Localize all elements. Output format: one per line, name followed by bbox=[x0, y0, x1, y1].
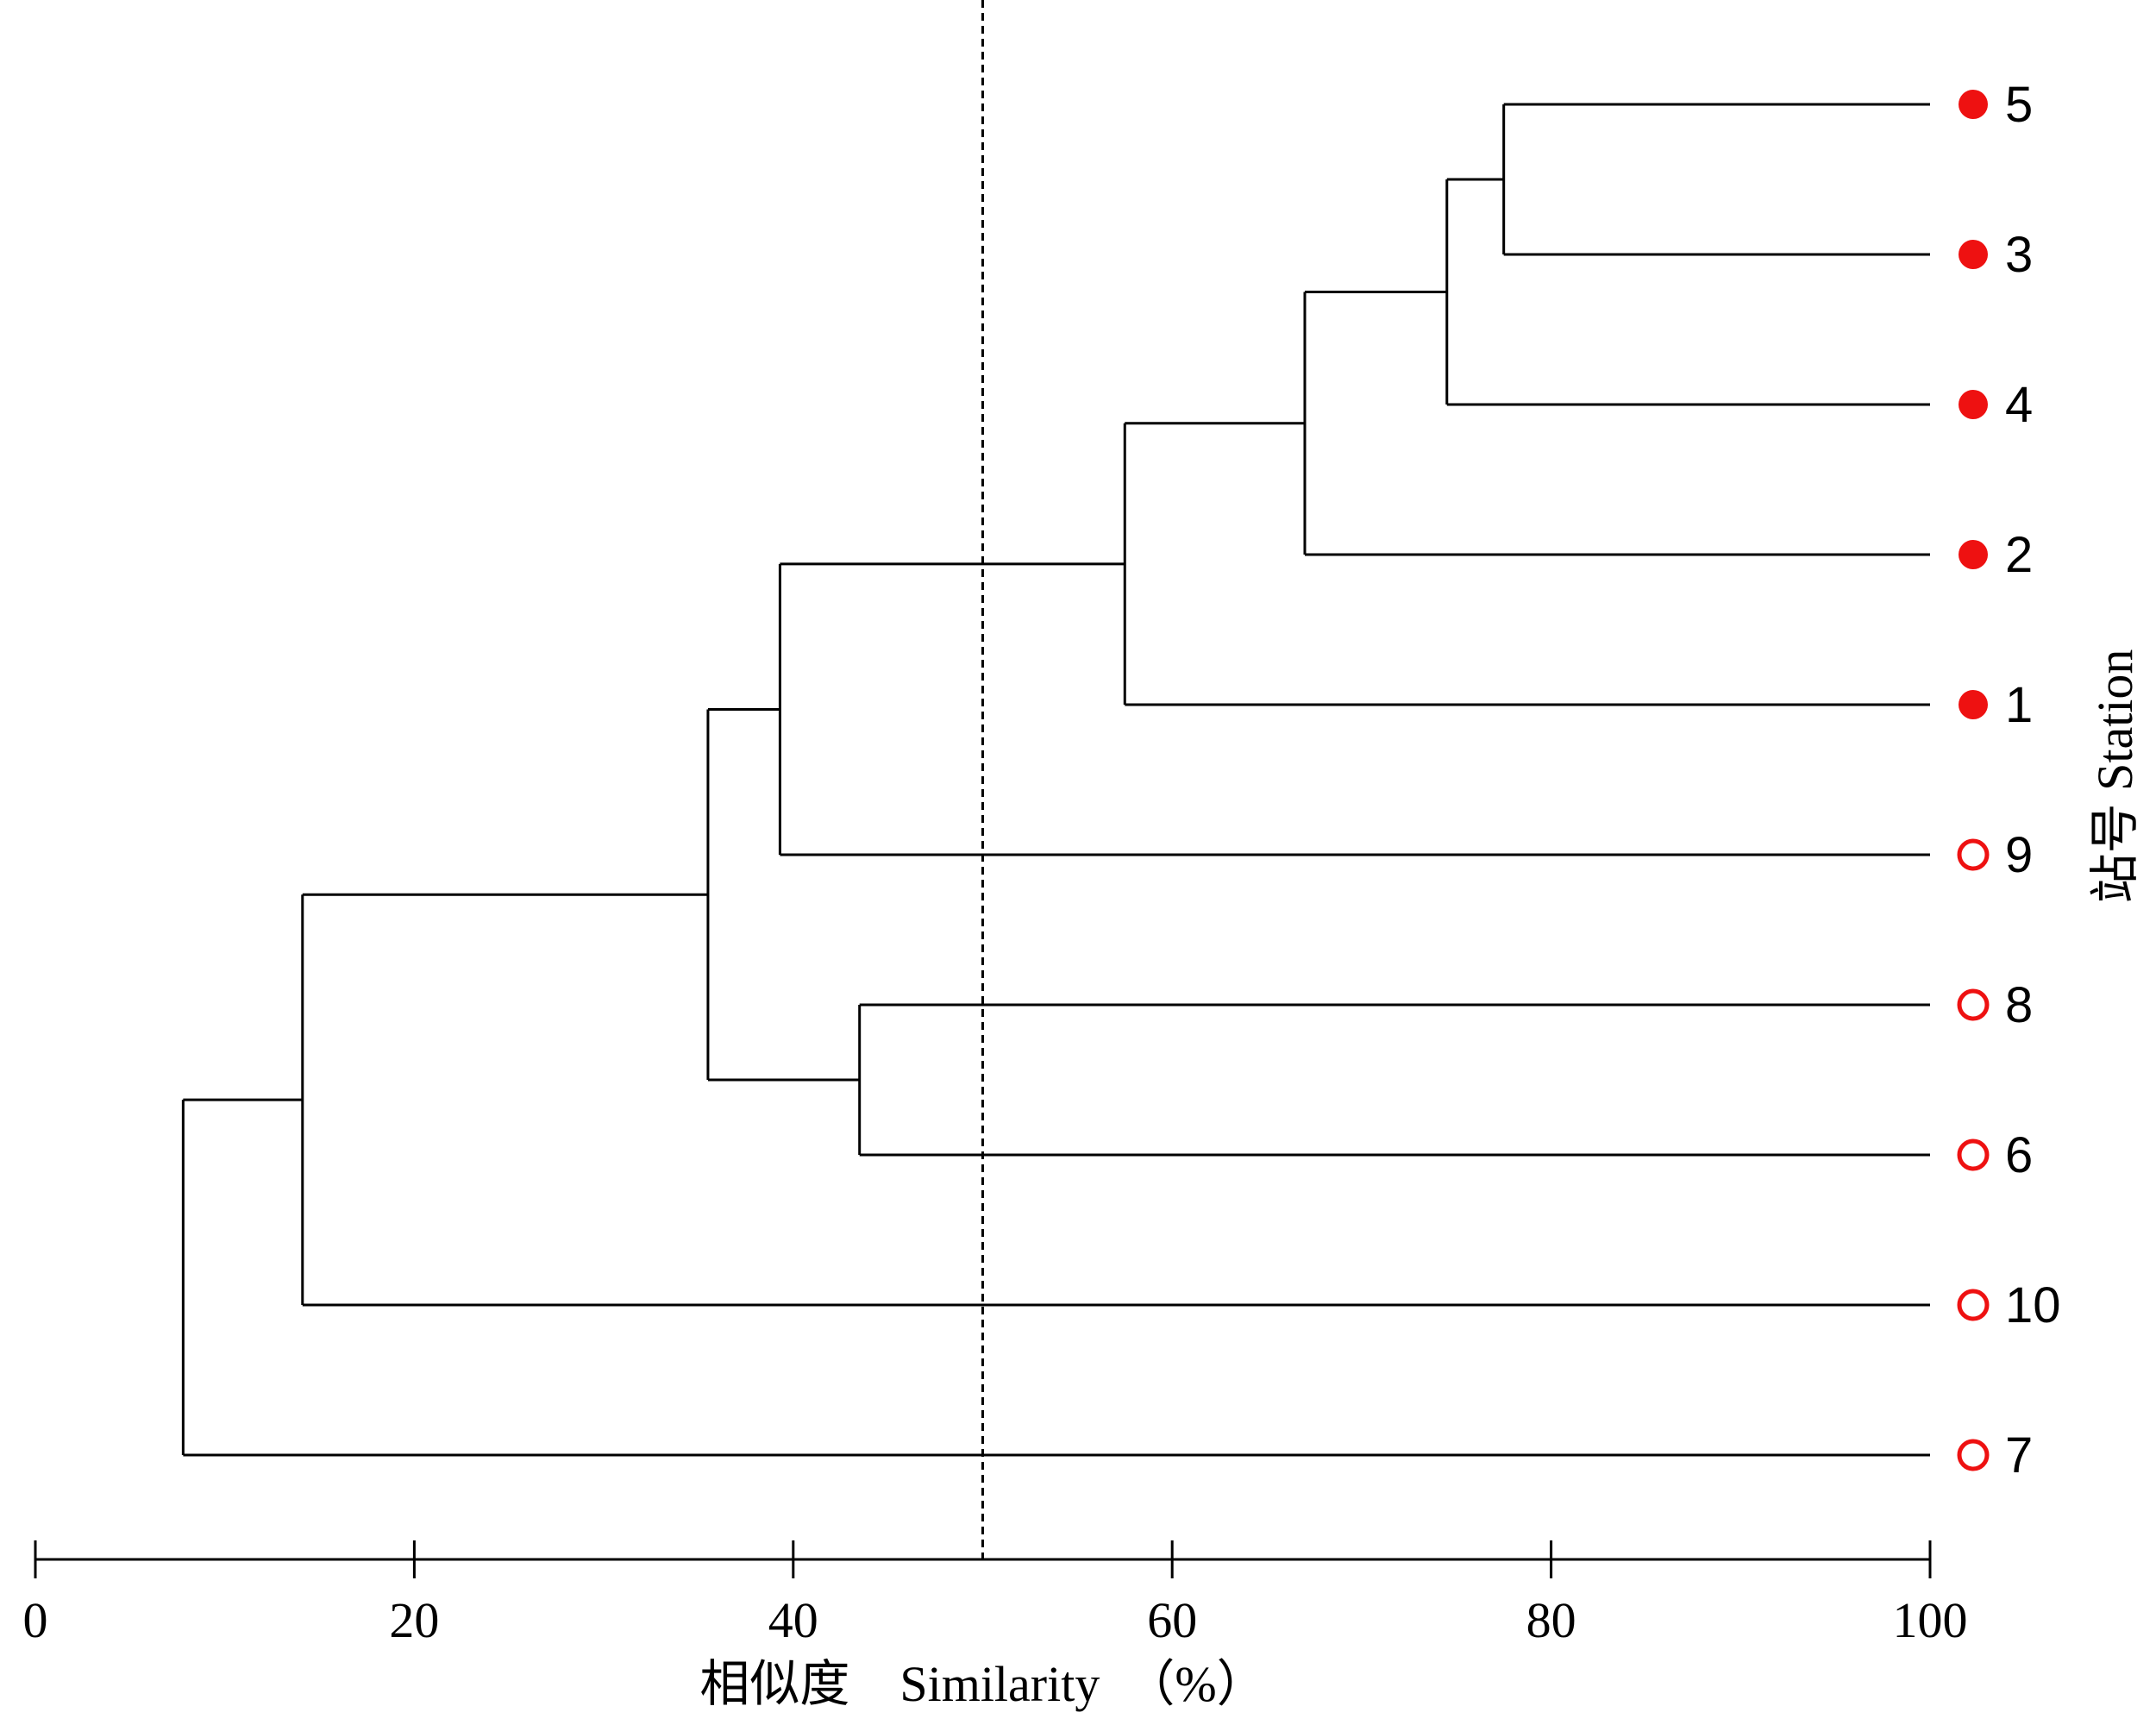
station-marker-filled bbox=[1959, 90, 1988, 119]
station-label: 4 bbox=[2005, 377, 2033, 433]
station-marker-open bbox=[1957, 1138, 1990, 1171]
station-label: 8 bbox=[2005, 977, 2033, 1033]
dendrogram-tree bbox=[181, 103, 1930, 1457]
station-marker-filled bbox=[1959, 390, 1988, 419]
station-label: 9 bbox=[2005, 827, 2033, 883]
x-tick-label: 20 bbox=[389, 1592, 439, 1648]
station-label: 7 bbox=[2005, 1427, 2033, 1484]
x-tick-label: 0 bbox=[23, 1592, 48, 1648]
station-label: 3 bbox=[2005, 227, 2033, 283]
x-tick-label: 60 bbox=[1147, 1592, 1197, 1648]
station-markers: 5 3 4 2 1 9 8 6 10 7 bbox=[1957, 77, 2061, 1484]
station-label: 2 bbox=[2005, 527, 2033, 583]
x-axis: 0 20 40 60 80 100 bbox=[23, 1540, 1968, 1648]
station-marker-open bbox=[1957, 838, 1990, 871]
station-label: 6 bbox=[2005, 1127, 2033, 1183]
station-label: 5 bbox=[2005, 77, 2033, 133]
x-axis-title: 相似度 Similarity （%） bbox=[699, 1656, 1266, 1712]
x-tick-label: 100 bbox=[1893, 1592, 1968, 1648]
station-marker-open bbox=[1957, 988, 1990, 1021]
station-label: 1 bbox=[2005, 677, 2033, 733]
station-marker-open bbox=[1957, 1439, 1990, 1471]
station-label: 10 bbox=[2005, 1277, 2061, 1333]
station-marker-filled bbox=[1959, 540, 1988, 569]
y-axis-title: 站号 Station bbox=[2087, 649, 2143, 904]
station-marker-filled bbox=[1959, 240, 1988, 269]
x-tick-label: 80 bbox=[1526, 1592, 1576, 1648]
x-tick-label: 40 bbox=[768, 1592, 818, 1648]
station-marker-open bbox=[1957, 1289, 1990, 1321]
station-marker-filled bbox=[1959, 690, 1988, 719]
